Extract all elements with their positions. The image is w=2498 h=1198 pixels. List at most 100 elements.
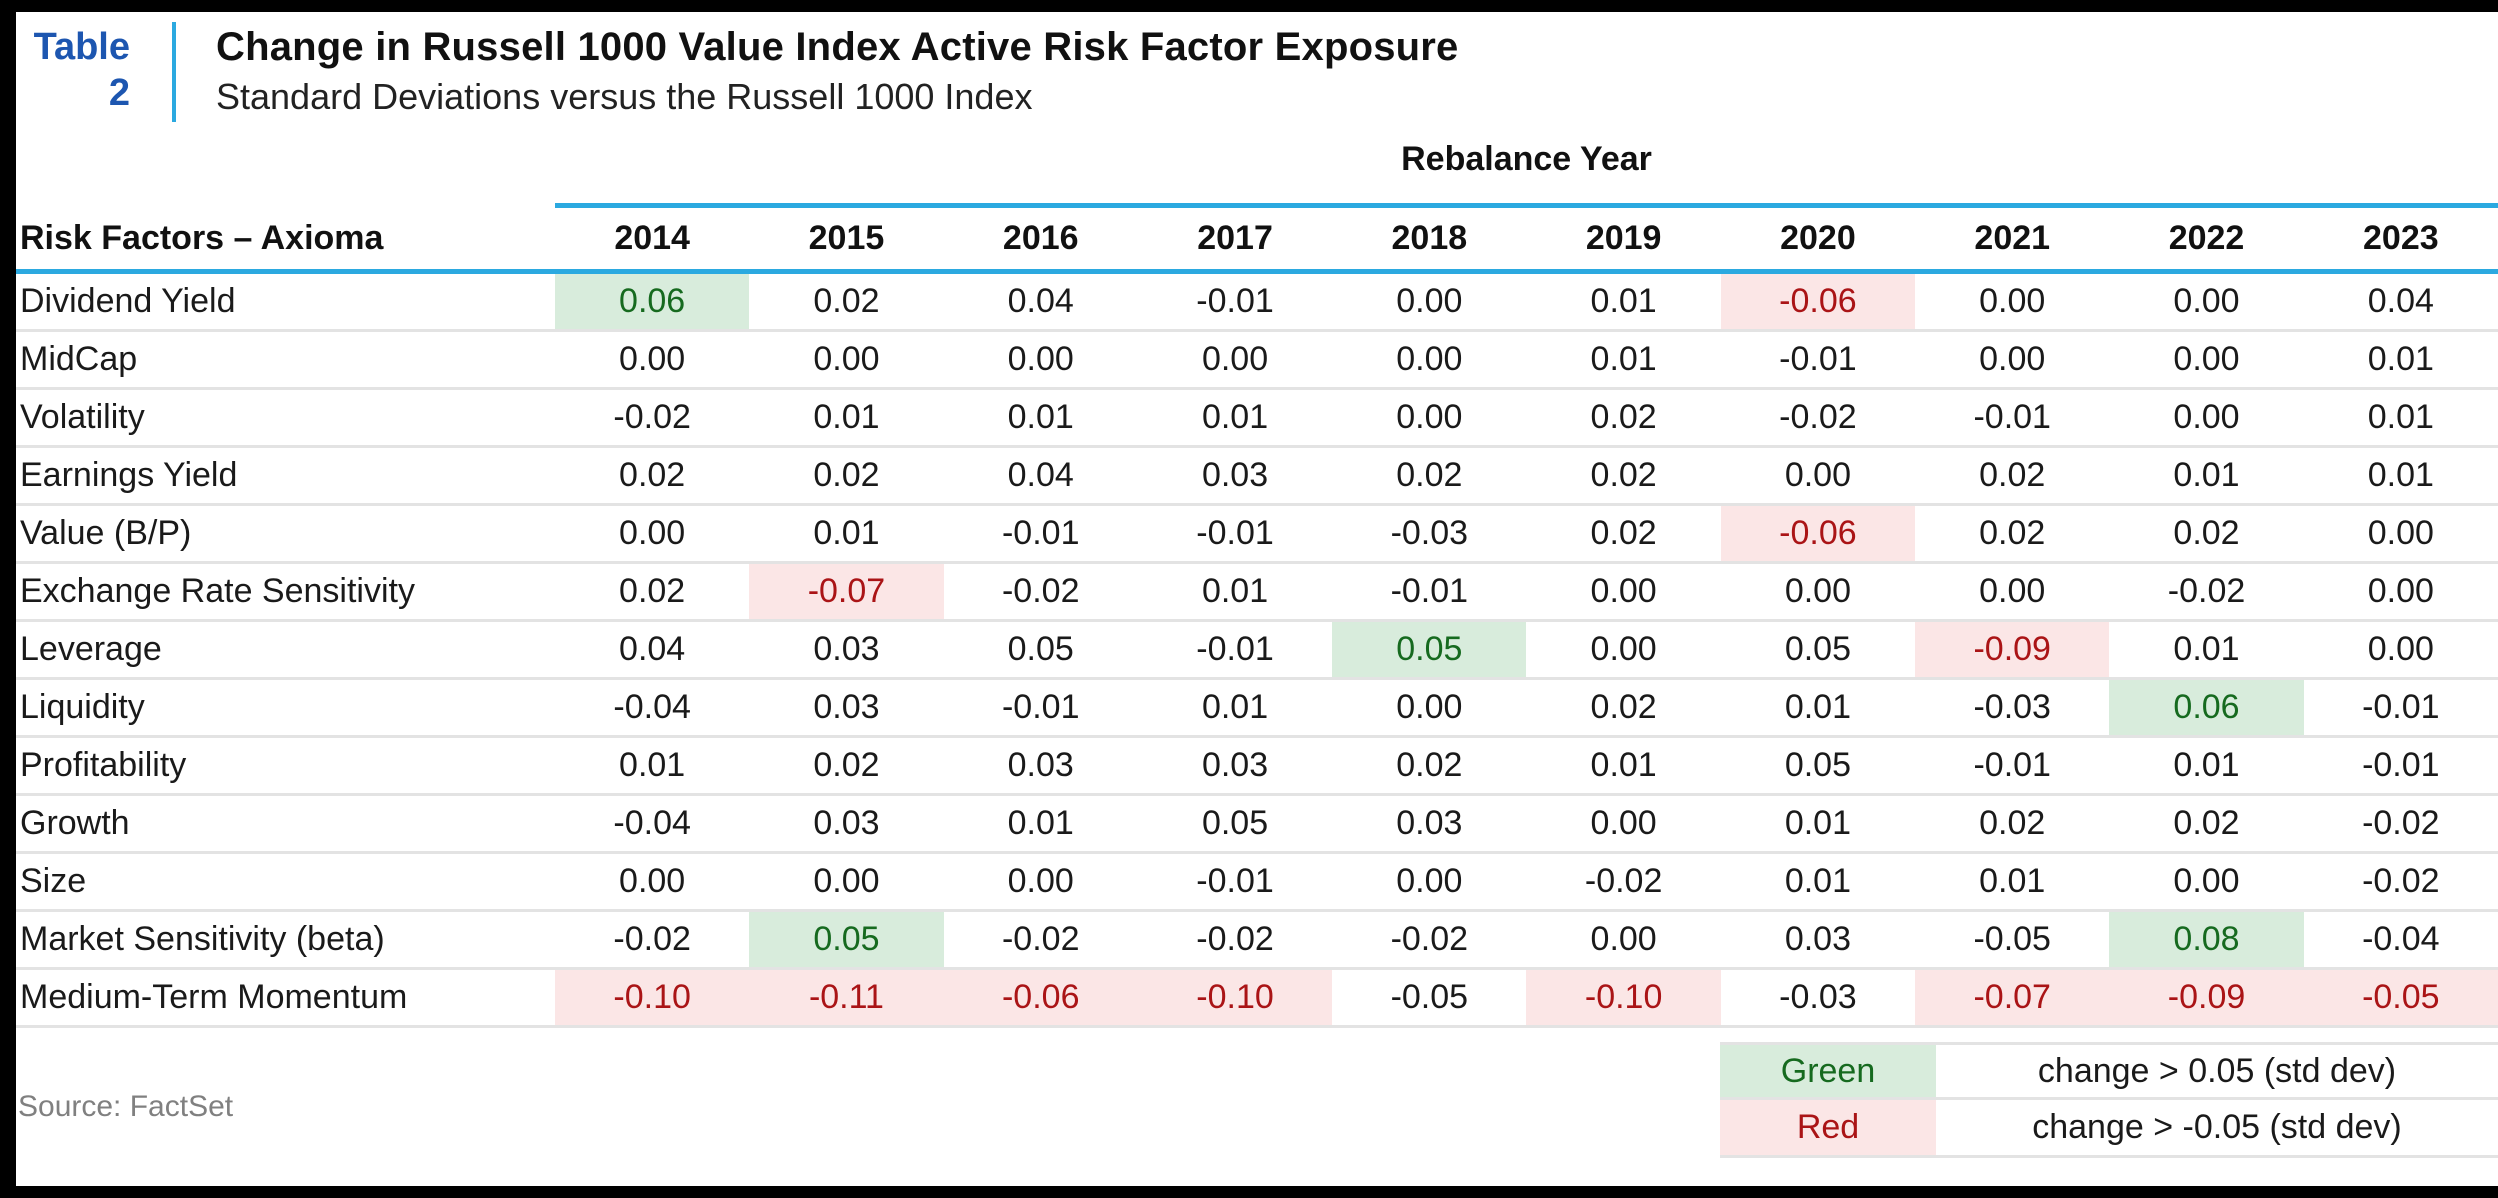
value-cell: 0.01 — [1979, 862, 2046, 900]
value-cell: 0.03 — [1007, 746, 1074, 784]
value-cell: 0.02 — [1979, 514, 2046, 552]
value-cell: -0.01 — [1196, 282, 1274, 320]
value-cell: -0.03 — [1390, 514, 1469, 552]
value-cell: 0.00 — [813, 340, 880, 378]
value-cell: 0.03 — [1784, 920, 1852, 958]
table-number-label: Table 2 — [18, 18, 130, 116]
value-cell: -0.02 — [2167, 572, 2246, 610]
value-cell: -0.03 — [1973, 688, 2051, 726]
table-row: Growth -0.04 0.03 0.01 0.05 0.03 0.00 0.01 0.02 0… — [16, 796, 2498, 854]
table-row: Profitability 0.01 0.02 0.03 0.03 0.02 0.01 0.0… — [16, 738, 2498, 796]
value-cell: 0.00 — [2367, 630, 2434, 668]
value-cell: -0.02 — [613, 920, 691, 958]
value-cell: 0.02 — [2173, 804, 2240, 842]
value-cell: -0.02 — [1390, 920, 1469, 958]
value-cell: -0.05 — [1973, 920, 2051, 958]
value-cell: 0.05 — [1201, 804, 1269, 842]
header-rule-bottom — [16, 269, 2498, 274]
risk-factor-label: Growth — [20, 804, 130, 842]
value-cell: 0.02 — [813, 456, 880, 494]
header-divider — [172, 22, 176, 122]
value-cell-red: -0.06 — [1720, 506, 1916, 561]
value-cell: -0.02 — [2362, 862, 2440, 900]
value-cell-green: 0.05 — [1332, 622, 1527, 677]
value-cell: 0.01 — [1201, 688, 1269, 726]
table-label-number: 2 — [108, 72, 130, 114]
year-header: 2021 — [1974, 219, 2051, 257]
risk-factor-label: Volatility — [20, 398, 145, 436]
value-cell: 0.01 — [619, 746, 686, 784]
value-cell: 0.02 — [1590, 514, 1657, 552]
table-row: Value (B/P) 0.00 0.01 -0.01 -0.01 -0.03 0.02 -0… — [16, 506, 2498, 564]
value-cell: 0.02 — [2173, 514, 2240, 552]
value-cell: -0.02 — [2362, 804, 2440, 842]
value-cell: 0.01 — [2367, 340, 2434, 378]
value-cell: 0.00 — [619, 340, 686, 378]
value-cell: 0.00 — [1590, 920, 1657, 958]
table-label-word: Table — [33, 26, 130, 68]
value-cell: 0.00 — [619, 514, 686, 552]
value-cell: -0.05 — [1390, 978, 1469, 1016]
value-cell: 0.01 — [1784, 862, 1852, 900]
value-cell: -0.01 — [1196, 630, 1274, 668]
value-cell: 0.03 — [1201, 456, 1269, 494]
value-cell: -0.04 — [613, 688, 691, 726]
year-header: 2019 — [1585, 219, 1662, 257]
header-rule-top — [555, 203, 2498, 208]
legend-red-swatch: Red — [1720, 1100, 1936, 1155]
value-cell: 0.00 — [1590, 630, 1657, 668]
value-cell: 0.00 — [813, 862, 880, 900]
value-cell: 0.00 — [1590, 572, 1657, 610]
figure-titles: Change in Russell 1000 Value Index Activ… — [176, 18, 1459, 120]
value-cell: 0.01 — [2367, 398, 2434, 436]
value-cell: -0.01 — [1196, 514, 1274, 552]
value-cell: -0.01 — [1779, 340, 1857, 378]
value-cell: 0.00 — [619, 862, 686, 900]
year-headers: 2014 2015 2016 2017 2018 2019 2020 2021 2022 2023 — [555, 208, 2498, 269]
table-row: Liquidity -0.04 0.03 -0.01 0.01 0.00 0.02 0.01 -… — [16, 680, 2498, 738]
risk-factor-label: Earnings Yield — [20, 456, 238, 494]
risk-factor-label: MidCap — [20, 340, 138, 378]
table-row: Size 0.00 0.00 0.00 -0.01 0.00 -0.02 0.01 0.01 0.… — [16, 854, 2498, 912]
value-cell: 0.00 — [1784, 572, 1852, 610]
table-row: Earnings Yield 0.02 0.02 0.04 0.03 0.02 0.02 0.… — [16, 448, 2498, 506]
legend-green-swatch: Green — [1720, 1045, 1936, 1097]
value-cell: -0.01 — [1001, 514, 1080, 552]
value-cell: 0.01 — [1007, 804, 1074, 842]
risk-factor-label: Liquidity — [20, 688, 145, 726]
year-header: 2023 — [2363, 219, 2439, 257]
value-cell: -0.03 — [1779, 978, 1857, 1016]
value-cell-red: -0.07 — [749, 564, 944, 619]
risk-factor-label: Value (B/P) — [20, 514, 192, 552]
value-cell: -0.02 — [1001, 920, 1080, 958]
value-cell: 0.02 — [1979, 804, 2046, 842]
value-cell: 0.02 — [813, 746, 880, 784]
value-cell: -0.02 — [1779, 398, 1857, 436]
value-cell: 0.05 — [1784, 630, 1852, 668]
value-cell: 0.00 — [2173, 282, 2240, 320]
value-cell: 0.01 — [1784, 804, 1852, 842]
value-cell-red: -0.09 — [2109, 970, 2304, 1025]
year-header: 2022 — [2168, 219, 2245, 257]
value-cell: 0.01 — [1201, 572, 1269, 610]
value-cell-red: -0.10 — [1526, 970, 1721, 1025]
value-cell-red: -0.11 — [749, 970, 944, 1025]
risk-factor-label: Market Sensitivity (beta) — [20, 920, 385, 958]
value-cell-red: -0.10 — [555, 970, 750, 1025]
value-cell: 0.02 — [619, 572, 686, 610]
value-cell: 0.01 — [1007, 398, 1074, 436]
value-cell: -0.02 — [1001, 572, 1080, 610]
figure-title: Change in Russell 1000 Value Index Activ… — [216, 25, 1459, 69]
value-cell: 0.00 — [2173, 862, 2240, 900]
risk-factor-label: Medium-Term Momentum — [20, 978, 408, 1016]
table-header-row: Risk Factors – Axioma 2014 2015 2016 2017 20… — [16, 208, 2498, 269]
value-cell-red: -0.06 — [1720, 274, 1916, 329]
value-cell: 0.03 — [813, 630, 880, 668]
value-cell: 0.00 — [1396, 688, 1463, 726]
value-cell: 0.00 — [1979, 340, 2046, 378]
legend-row: Red change > -0.05 (std dev) — [1720, 1100, 2498, 1158]
value-cell: -0.01 — [2362, 688, 2440, 726]
value-cell: 0.05 — [1784, 746, 1852, 784]
value-cell: -0.01 — [1001, 688, 1080, 726]
value-cell-red: -0.09 — [1915, 622, 2110, 677]
